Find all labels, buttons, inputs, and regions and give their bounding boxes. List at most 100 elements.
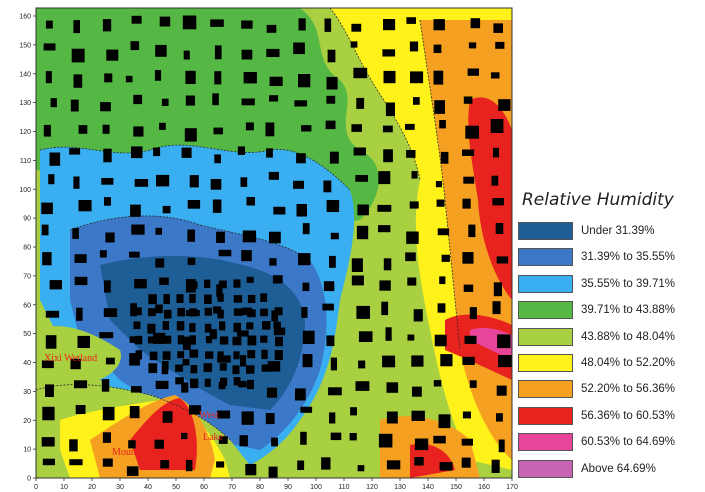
building xyxy=(159,122,166,130)
building xyxy=(133,94,143,105)
building xyxy=(468,224,476,238)
building xyxy=(233,377,241,386)
building xyxy=(133,126,144,137)
building xyxy=(232,336,242,346)
building xyxy=(103,148,112,163)
building xyxy=(45,335,57,349)
place-label-west: West xyxy=(199,410,219,421)
building xyxy=(100,102,111,112)
legend-items: Under 31.39% 31.39% to 35.55% 35.55% to 39… xyxy=(518,222,703,478)
building xyxy=(356,225,369,240)
humidity-contours xyxy=(36,8,512,478)
y-tick-label: 60 xyxy=(23,302,31,309)
building xyxy=(162,335,172,344)
building xyxy=(462,198,471,209)
building xyxy=(126,466,139,476)
building xyxy=(293,42,305,55)
building xyxy=(213,306,222,314)
legend: Relative Humidity Under 31.39% 31.39% to … xyxy=(518,190,703,486)
legend-swatch xyxy=(518,274,573,293)
building xyxy=(77,335,90,348)
building xyxy=(413,309,423,322)
building xyxy=(462,356,475,365)
x-tick-label: 90 xyxy=(284,484,292,491)
building xyxy=(357,465,365,472)
building xyxy=(49,280,62,290)
building xyxy=(260,335,268,343)
building xyxy=(104,280,111,293)
building xyxy=(358,360,366,369)
y-tick-label: 30 xyxy=(23,389,31,396)
x-tick-label: 40 xyxy=(144,484,152,491)
building xyxy=(269,76,283,86)
legend-label: 48.04% to 52.20% xyxy=(581,356,675,369)
legend-label: 52.20% to 56.36% xyxy=(581,383,675,396)
building xyxy=(355,381,370,391)
building xyxy=(48,174,55,185)
building xyxy=(130,303,137,317)
building xyxy=(49,152,61,166)
building xyxy=(351,23,362,32)
x-tick-label: 60 xyxy=(200,484,208,491)
building xyxy=(177,335,184,345)
building xyxy=(125,75,133,83)
building xyxy=(129,251,140,258)
building xyxy=(176,321,185,331)
building xyxy=(492,301,501,315)
building xyxy=(219,377,228,386)
x-tick-label: 170 xyxy=(506,484,518,491)
building xyxy=(162,351,171,360)
building xyxy=(159,16,171,27)
building xyxy=(378,433,393,448)
building xyxy=(492,198,504,206)
building xyxy=(498,355,512,368)
building xyxy=(99,332,114,339)
building xyxy=(129,353,140,366)
legend-swatch xyxy=(518,301,573,320)
building xyxy=(382,125,393,133)
building xyxy=(330,357,337,371)
building xyxy=(440,151,449,164)
building xyxy=(412,386,422,397)
building xyxy=(182,359,190,366)
building xyxy=(326,76,338,90)
building xyxy=(70,99,79,112)
building xyxy=(433,435,446,444)
building xyxy=(73,176,80,189)
building xyxy=(353,147,366,156)
building xyxy=(189,294,196,304)
building xyxy=(405,123,415,130)
building xyxy=(322,303,334,311)
building xyxy=(187,257,196,265)
building xyxy=(247,294,256,304)
building xyxy=(464,335,477,344)
building xyxy=(260,293,268,302)
building xyxy=(76,307,83,321)
building xyxy=(134,179,149,187)
building xyxy=(496,385,507,396)
building xyxy=(177,307,186,317)
building xyxy=(50,98,57,108)
building xyxy=(356,97,365,109)
building xyxy=(406,231,419,244)
building xyxy=(130,41,140,51)
building xyxy=(128,440,136,449)
building xyxy=(246,276,254,283)
building xyxy=(301,307,308,318)
legend-label: 60.53% to 64.69% xyxy=(581,436,675,449)
building xyxy=(410,71,424,84)
building xyxy=(182,336,191,350)
building xyxy=(216,284,223,297)
building xyxy=(162,411,173,423)
building xyxy=(302,282,310,292)
building xyxy=(386,460,401,470)
building xyxy=(296,153,306,164)
building xyxy=(326,200,340,212)
building xyxy=(351,275,364,286)
building xyxy=(465,125,479,139)
building xyxy=(261,364,270,372)
x-tick-label: 100 xyxy=(310,484,322,491)
legend-label: 39.71% to 43.88% xyxy=(581,304,675,317)
building xyxy=(323,180,332,193)
building xyxy=(237,146,245,155)
